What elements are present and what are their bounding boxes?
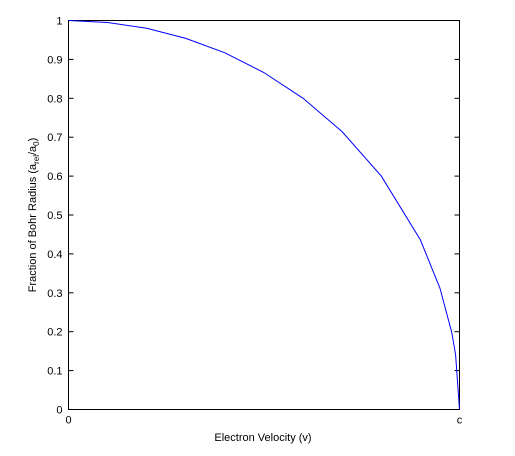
y-label-part: ) — [27, 138, 39, 142]
x-tick-label: 0 — [65, 415, 71, 427]
y-axis-label: Fraction of Bohr Radius (arel/a0) — [27, 138, 41, 293]
y-tick-label: 0.8 — [47, 93, 62, 105]
x-axis-label: Electron Velocity (v) — [214, 432, 311, 444]
line-series — [68, 20, 460, 410]
y-tick-label: 0.5 — [47, 210, 62, 222]
y-label-part: Fraction of Bohr Radius (a — [27, 163, 39, 292]
y-tick-label: 0.9 — [47, 54, 62, 66]
y-tick-label: 0.6 — [47, 171, 62, 183]
y-tick-label: 0 — [56, 405, 62, 417]
y-label-part: /a — [27, 145, 39, 155]
axes-box — [68, 20, 460, 410]
y-tick-label: 0.2 — [47, 327, 62, 339]
x-tick-label: c — [457, 415, 463, 427]
y-tick-label: 0.7 — [47, 132, 62, 144]
y-tick-label: 0.1 — [47, 366, 62, 378]
y-label-sub: rel — [32, 155, 41, 164]
y-tick-label: 0.3 — [47, 288, 62, 300]
y-label-sub: 0 — [32, 141, 41, 146]
y-tick-label: 1 — [56, 16, 62, 28]
y-tick-label: 0.4 — [47, 249, 62, 261]
